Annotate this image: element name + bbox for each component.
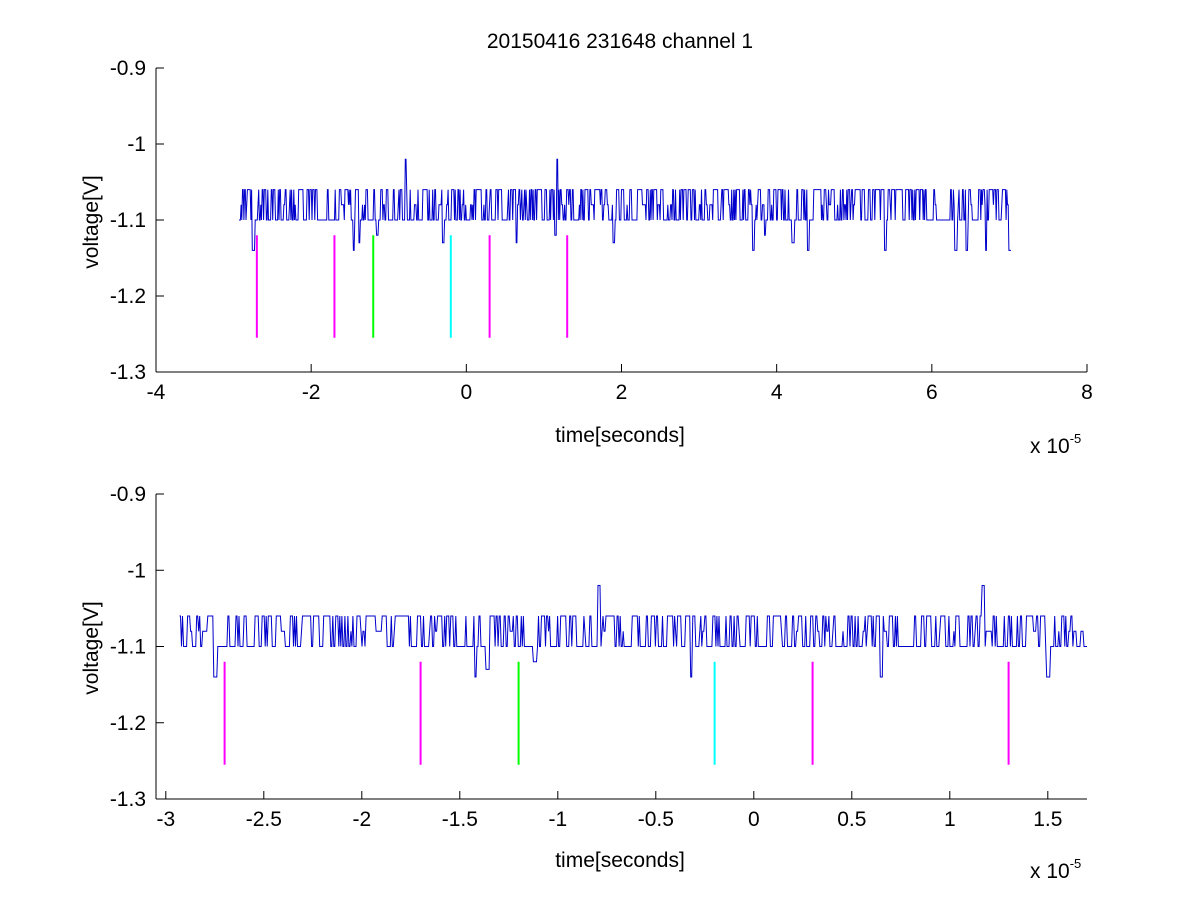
top-x-tick-label: 0 bbox=[460, 381, 472, 404]
bottom-x-exponent-power: -5 bbox=[1070, 856, 1082, 871]
top-y-tick-label: -1.3 bbox=[110, 361, 146, 384]
bottom-y-tick-label: -1.2 bbox=[110, 712, 146, 735]
bottom-x-tick-label: -0.5 bbox=[638, 808, 674, 831]
top-xlabel: time[seconds] bbox=[555, 424, 685, 447]
bottom-x-tick-label: 0.5 bbox=[837, 808, 866, 831]
bottom-x-exponent: x 10-5 bbox=[1030, 856, 1081, 883]
top-ylabel: voltage[V] bbox=[80, 175, 103, 268]
bottom-x-tick-label: -3 bbox=[156, 808, 175, 831]
top-x-exponent-power: -5 bbox=[1070, 431, 1082, 446]
top-x-tick-label: 6 bbox=[926, 381, 938, 404]
bottom-ylabel: voltage[V] bbox=[80, 601, 103, 694]
bottom-x-tick-label: -1.5 bbox=[442, 808, 478, 831]
top-x-tick-label: -2 bbox=[302, 381, 321, 404]
bottom-y-tick-label: -0.9 bbox=[110, 483, 146, 506]
bottom-x-exponent-base: x 10 bbox=[1030, 860, 1070, 883]
bottom-y-tick-label: -1.3 bbox=[110, 788, 146, 811]
bottom-x-tick-label: -1 bbox=[548, 808, 567, 831]
top-y-tick-label: -1.2 bbox=[110, 285, 146, 308]
top-y-tick-label: -1 bbox=[127, 133, 146, 156]
top-subplot: time[seconds] voltage[V] x 10-5 -4 -2 0 2 4 6… bbox=[80, 57, 1093, 458]
bottom-y-tick-label: -1.1 bbox=[110, 636, 146, 659]
bottom-y-tick-label: -1 bbox=[127, 559, 146, 582]
top-x-tick-label: -4 bbox=[147, 381, 166, 404]
bottom-x-tick-label: -2.5 bbox=[246, 808, 282, 831]
bottom-x-tick-label: -2 bbox=[352, 808, 371, 831]
top-x-tick-label: 2 bbox=[616, 381, 628, 404]
bottom-xlabel: time[seconds] bbox=[555, 849, 685, 872]
bottom-signal-line bbox=[179, 585, 1087, 678]
top-signal-line bbox=[239, 158, 1011, 251]
bottom-x-tick-label: 1 bbox=[944, 808, 956, 831]
top-x-exponent: x 10-5 bbox=[1030, 431, 1081, 458]
top-x-tick-label: 4 bbox=[771, 381, 783, 404]
bottom-subplot: time[seconds] voltage[V] x 10-5 -3 -2.5 -2… bbox=[80, 483, 1087, 883]
top-x-tick-label: 8 bbox=[1081, 381, 1093, 404]
top-y-tick-label: -0.9 bbox=[110, 57, 146, 80]
figure-title: 20150416 231648 channel 1 bbox=[487, 30, 753, 53]
bottom-x-tick-label: 1.5 bbox=[1033, 808, 1062, 831]
top-x-exponent-base: x 10 bbox=[1030, 435, 1070, 458]
bottom-x-tick-label: 0 bbox=[748, 808, 760, 831]
top-y-tick-label: -1.1 bbox=[110, 209, 146, 232]
